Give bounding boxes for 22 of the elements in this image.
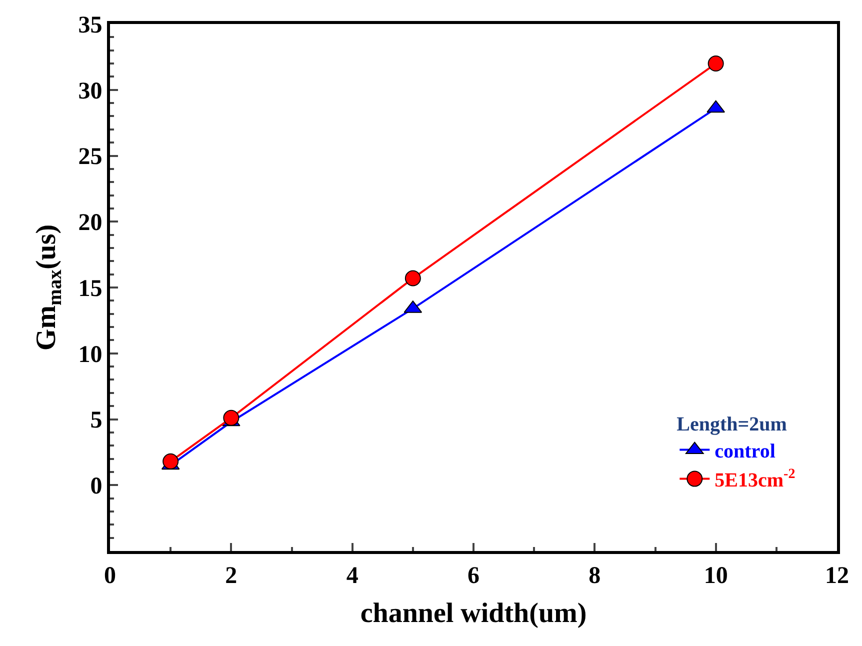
x-tick-label: 8 [588,562,601,589]
point [162,453,179,470]
y-tick-label: 20 [78,210,102,236]
x-tick-label: 2 [225,562,238,589]
y-tick-label: 10 [78,342,102,368]
point [404,270,421,286]
x-tick-label: 6 [468,562,480,589]
y-tick-label: 35 [78,12,102,38]
x-tick-label: 10 [704,562,728,589]
y-tick-label: 5 [90,408,102,434]
legend-title: Length=2um [676,413,788,436]
y-tick-label: 30 [78,78,102,104]
x-tick-label: 12 [825,562,849,589]
y-tick-label: 15 [78,276,102,302]
point [223,410,240,426]
legend-label: 5E13cm$^{-2}$ [714,467,796,492]
y-tick-label: 0 [90,474,102,500]
legend-label: control [714,440,776,463]
x-tick-label: 4 [346,562,358,589]
x-axis-title: channel width(um) [360,598,587,629]
point [708,56,724,72]
y-tick-label: 25 [78,144,102,170]
